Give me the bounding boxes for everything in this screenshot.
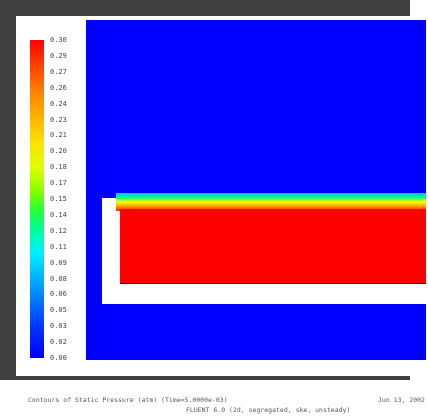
contour-plot[interactable] bbox=[86, 20, 426, 360]
color-legend-label: 0.18 bbox=[50, 163, 67, 172]
interface-gradient bbox=[116, 193, 426, 211]
color-legend-bar bbox=[30, 40, 44, 358]
color-legend-label: 0.24 bbox=[50, 99, 67, 108]
color-legend-label: 0.21 bbox=[50, 131, 67, 140]
color-legend-label: 0.27 bbox=[50, 67, 67, 76]
caption-contours: Contours of Static Pressure (atm) (Time=… bbox=[28, 396, 228, 404]
color-legend-label: 0.02 bbox=[50, 338, 67, 347]
color-legend-label: 0.17 bbox=[50, 179, 67, 188]
color-legend-label: 0.30 bbox=[50, 36, 67, 44]
high-value-region bbox=[120, 209, 426, 283]
color-legend-label: 0.29 bbox=[50, 51, 67, 60]
color-legend-label: 0.03 bbox=[50, 322, 67, 331]
color-legend-labels: 0.30 0.29 0.27 0.26 0.24 0.23 0.21 0.20 0.18 0.17… bbox=[50, 36, 84, 362]
color-legend-label: 0.14 bbox=[50, 210, 67, 219]
caption-solver: FLUENT 6.0 (2d, segregated, ske, unstead… bbox=[186, 406, 351, 414]
color-legend-label: 0.12 bbox=[50, 226, 67, 235]
color-legend-label: 0.20 bbox=[50, 147, 67, 156]
color-legend-label: 0.15 bbox=[50, 195, 67, 203]
color-legend-label: 0.26 bbox=[50, 83, 67, 92]
color-legend-label: 0.05 bbox=[50, 306, 67, 315]
color-legend-label: 0.23 bbox=[50, 115, 67, 124]
color-legend-label: 0.08 bbox=[50, 274, 67, 283]
color-legend-label: 0.09 bbox=[50, 258, 67, 267]
color-legend-label: 0.06 bbox=[50, 290, 67, 299]
color-legend-label: 0.00 bbox=[50, 354, 67, 362]
color-legend-label: 0.11 bbox=[50, 242, 67, 251]
caption-date: Jun 13, 2002 bbox=[378, 396, 425, 404]
